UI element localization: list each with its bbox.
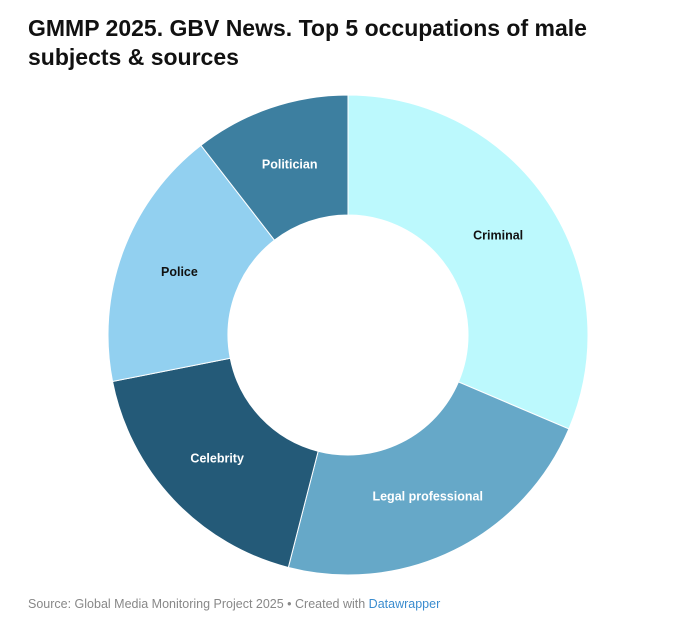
slice-label: Legal professional (372, 489, 482, 503)
chart-title: GMMP 2025. GBV News. Top 5 occupations o… (28, 15, 587, 70)
source-text: Source: Global Media Monitoring Project … (28, 597, 369, 611)
slice-police (107, 144, 276, 383)
datawrapper-link[interactable]: Datawrapper (368, 597, 441, 611)
slice-politician (200, 94, 349, 241)
slice-celebrity (111, 357, 319, 569)
slice-label: Police (161, 265, 198, 279)
slice-label: Criminal (473, 229, 523, 243)
slice-legal-professional (287, 381, 570, 576)
source-note: Source: Global Media Monitoring Project … (28, 597, 440, 611)
slice-label: Celebrity (190, 452, 244, 466)
slice-label: Politician (262, 158, 318, 172)
slice-criminal (347, 94, 589, 430)
